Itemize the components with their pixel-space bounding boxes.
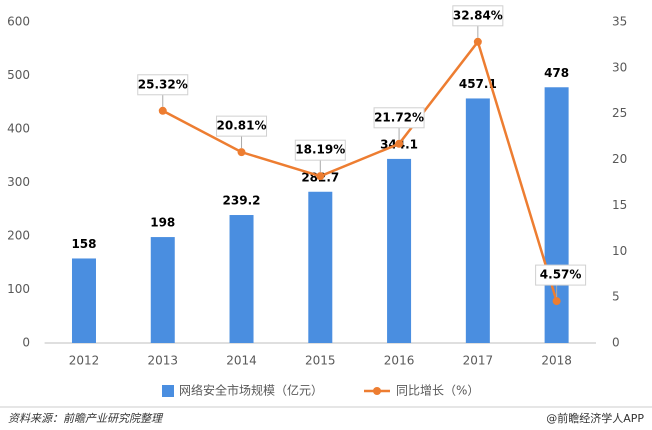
y2-tick-label: 25: [612, 106, 627, 120]
line-marker: [316, 172, 325, 181]
x-tick-label: 2017: [463, 354, 494, 368]
legend-swatch: [162, 385, 174, 397]
credit: @前瞻经济学人APP: [546, 411, 644, 425]
bar-value-label: 239.2: [223, 194, 261, 208]
line-marker: [237, 148, 246, 157]
label-box: [294, 139, 346, 161]
y-tick-label: 400: [7, 122, 30, 136]
y2-tick-label: 10: [612, 244, 627, 258]
x-tick-label: 2016: [384, 354, 415, 368]
source-note: 资料来源：前瞻产业研究院整理: [8, 412, 164, 425]
y2-tick-label: 5: [612, 290, 620, 304]
x-tick-label: 2018: [541, 354, 572, 368]
x-tick-label: 2015: [305, 354, 336, 368]
line-marker: [552, 297, 561, 306]
bar: [387, 158, 412, 343]
legend-swatch-marker: [373, 387, 381, 395]
y-tick-label: 100: [7, 282, 30, 296]
y2-tick-label: 0: [612, 336, 620, 350]
line-marker: [395, 139, 404, 148]
y2-tick-label: 30: [612, 60, 627, 74]
line-value-label: 18.19%: [295, 143, 345, 157]
bar: [150, 237, 175, 343]
y-tick-label: 200: [7, 229, 30, 243]
bar: [465, 98, 490, 343]
line: [162, 39, 558, 302]
label-box: [452, 5, 504, 27]
line-value-label: 20.81%: [217, 119, 267, 133]
line-marker: [158, 106, 167, 115]
y2-tick-label: 20: [612, 152, 627, 166]
bar: [71, 258, 96, 343]
line-value-label: 25.32%: [138, 77, 188, 91]
bar-value-label: 457.1: [459, 77, 497, 91]
bar-value-label: 198: [150, 216, 175, 230]
x-tick-label: 2012: [69, 354, 100, 368]
label-box: [137, 74, 189, 96]
bar: [229, 215, 254, 343]
line-marker: [473, 37, 482, 46]
label-box: [535, 264, 587, 286]
line-value-label: 21.72%: [374, 110, 424, 124]
bar-value-label: 158: [71, 237, 96, 251]
y-tick-label: 600: [7, 15, 30, 29]
legend-label: 同比增长（%）: [396, 384, 479, 398]
y2-tick-label: 35: [612, 15, 627, 29]
line-value-label: 4.57%: [540, 268, 582, 282]
y-tick-label: 300: [7, 175, 30, 189]
label-box: [373, 107, 425, 129]
legend-label: 网络安全市场规模（亿元）: [179, 383, 323, 398]
y2-tick-label: 15: [612, 198, 627, 212]
y-tick-label: 0: [22, 336, 30, 350]
label-box: [216, 115, 268, 137]
line-value-label: 32.84%: [453, 8, 503, 22]
bar: [308, 191, 333, 343]
bar-value-label: 478: [544, 66, 569, 80]
y-tick-label: 500: [7, 68, 30, 82]
x-tick-label: 2013: [147, 354, 178, 368]
x-tick-label: 2014: [226, 354, 257, 368]
